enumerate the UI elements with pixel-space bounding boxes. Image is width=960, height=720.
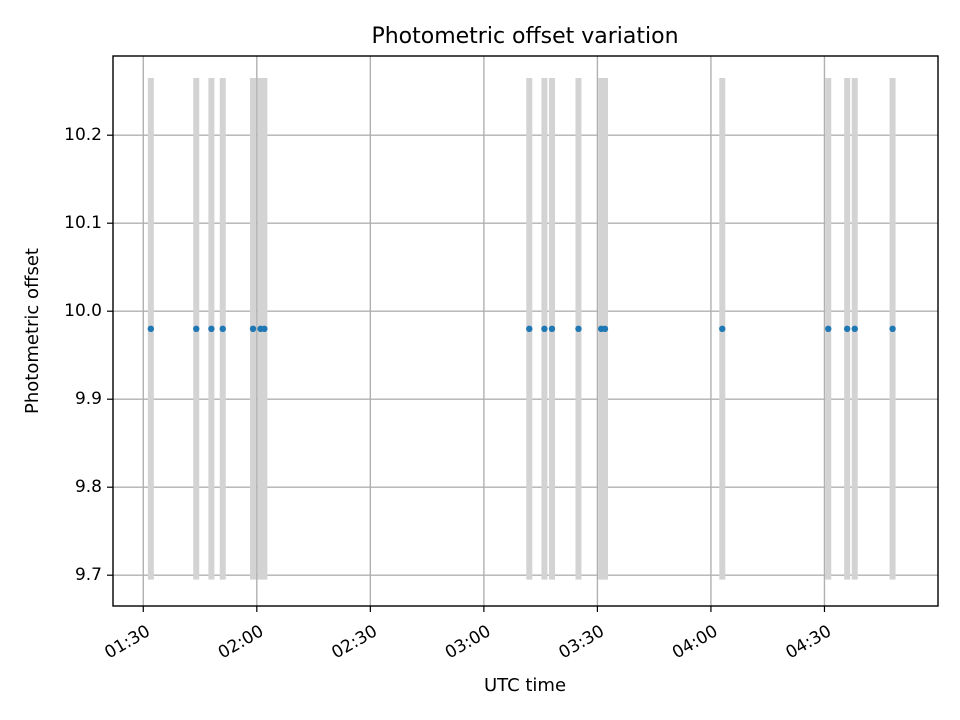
y-tick-label: 9.7 xyxy=(75,565,102,585)
x-tick-label: 01:30 xyxy=(101,621,153,663)
data-point xyxy=(261,325,268,332)
y-tick-label: 10.2 xyxy=(64,125,102,145)
y-axis: 9.7 9.8 9.9 10.0 10.1 10.2 xyxy=(64,125,113,585)
chart-title: Photometric offset variation xyxy=(371,24,678,49)
data-point xyxy=(825,325,832,332)
x-tick-label: 04:00 xyxy=(669,621,721,663)
plot-frame xyxy=(112,55,939,607)
grid xyxy=(113,56,938,606)
data-point xyxy=(719,325,726,332)
data-points xyxy=(147,325,896,332)
x-tick-label: 03:30 xyxy=(555,621,607,663)
y-axis-label: Photometric offset xyxy=(22,248,43,414)
x-tick-label: 02:30 xyxy=(328,621,380,663)
x-tick-label: 02:00 xyxy=(215,621,267,663)
data-point xyxy=(843,325,851,332)
y-tick-label: 9.8 xyxy=(75,477,102,497)
data-point xyxy=(889,325,896,332)
data-point xyxy=(208,325,215,332)
x-axis: 01:30 02:00 02:30 03:00 03:30 04:00 04:30 xyxy=(101,606,835,663)
data-point xyxy=(147,325,155,332)
data-point xyxy=(575,325,582,332)
y-tick-label: 10.0 xyxy=(64,301,102,321)
y-tick-label: 10.1 xyxy=(64,213,102,233)
y-tick-label: 9.9 xyxy=(75,389,102,409)
data-point xyxy=(249,325,257,332)
data-point xyxy=(526,325,533,332)
data-point xyxy=(219,325,226,332)
data-point xyxy=(541,325,548,332)
data-point xyxy=(193,325,200,332)
data-point xyxy=(601,325,609,332)
x-axis-label: UTC time xyxy=(484,675,566,696)
data-point xyxy=(548,325,556,332)
x-tick-label: 03:00 xyxy=(442,621,494,663)
x-tick-label: 04:30 xyxy=(783,621,835,663)
data-point xyxy=(851,325,858,332)
